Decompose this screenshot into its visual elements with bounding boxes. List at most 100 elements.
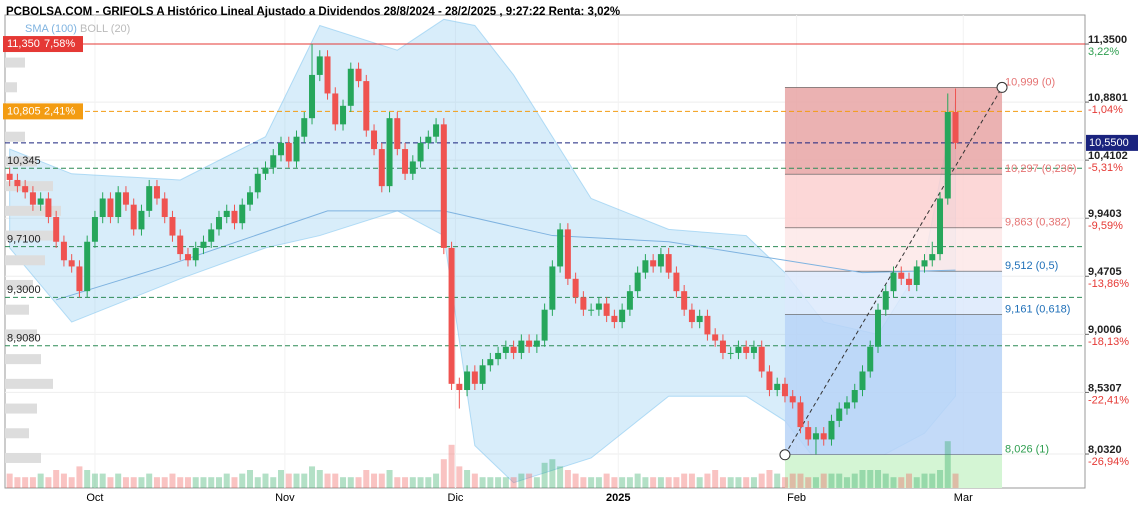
level-label: 10,345 [7, 155, 41, 167]
x-tick-label: 2025 [606, 492, 630, 504]
volume-profile-bar [5, 230, 57, 241]
volume-bar [774, 473, 781, 488]
candle-body [161, 198, 168, 218]
candle-body [192, 247, 199, 261]
candle-body [937, 198, 944, 255]
volume-bar [650, 477, 657, 488]
candle-body [898, 272, 905, 279]
candle-body [851, 390, 858, 403]
volume-bar [812, 477, 819, 488]
candle-body [262, 167, 269, 174]
volume-bar [324, 473, 331, 488]
x-tick-label: Oct [86, 492, 103, 504]
volume-bar [215, 477, 222, 488]
candle-body [797, 402, 804, 428]
fib-label: 9,863 (0,382) [1005, 217, 1070, 229]
volume-bar [68, 477, 75, 488]
volume-bar [246, 470, 253, 488]
candle-body [882, 291, 889, 310]
level-box [3, 36, 83, 53]
candle-body [53, 217, 60, 242]
volume-bar [882, 473, 889, 488]
fib-label: 9,512 (0,5) [1005, 260, 1058, 272]
candle-body [122, 192, 129, 205]
volume-bar [781, 477, 788, 488]
volume-bar [874, 470, 881, 488]
volume-bar [712, 470, 719, 488]
volume-bar [115, 473, 122, 488]
candle-body [169, 217, 176, 236]
candle-body [84, 241, 91, 292]
fib-zone [784, 174, 1003, 228]
legend-entry: BOLL (20) [80, 23, 130, 35]
candle-body [541, 309, 548, 341]
volume-bar [340, 477, 347, 488]
candle-body [805, 427, 812, 440]
candle-body [278, 142, 285, 156]
candle-body [479, 365, 486, 384]
y-tick-label: 8,0320 [1088, 444, 1122, 456]
candle-body [309, 74, 316, 119]
y-tick-pct: -1,04% [1088, 104, 1123, 116]
volume-profile-bar [5, 403, 37, 414]
candle-body [448, 247, 455, 384]
volume-profile-bar [5, 428, 29, 439]
y-tick-pct: -18,13% [1088, 336, 1129, 348]
volume-bar [510, 477, 517, 488]
volume-bar [518, 473, 525, 488]
candle-body [929, 254, 936, 261]
candle-body [657, 254, 664, 267]
candle-body [254, 173, 261, 193]
volume-bar [657, 477, 664, 488]
candle-body [324, 56, 331, 94]
volume-bar [727, 477, 734, 488]
volume-bar [867, 470, 874, 488]
volume-bar [456, 466, 463, 488]
y-tick-label: 9,0006 [1088, 324, 1122, 336]
candle-body [409, 161, 416, 174]
candle-body [371, 130, 378, 150]
legend-entry: SMA (100) [25, 23, 77, 35]
volume-bar [394, 477, 401, 488]
candle-body [340, 105, 347, 125]
volume-bar [285, 473, 292, 488]
volume-bar [789, 473, 796, 488]
candle-body [29, 192, 36, 205]
volume-bar [363, 470, 370, 488]
candle-body [766, 371, 773, 391]
volume-bar [45, 477, 52, 488]
candle-body [425, 136, 432, 143]
candle-body [681, 291, 688, 310]
candle-body [642, 260, 649, 273]
fib-anchor [996, 81, 1008, 93]
volume-bar [495, 477, 502, 488]
volume-bar [642, 477, 649, 488]
volume-profile-bar [5, 156, 37, 167]
volume-bar [60, 473, 67, 488]
volume-bar [526, 473, 533, 488]
candle-body [153, 186, 160, 199]
volume-bar [479, 477, 486, 488]
level-pct: 2,41% [44, 105, 75, 117]
volume-bar [301, 473, 308, 488]
candle-body [727, 352, 734, 354]
candle-body [580, 297, 587, 310]
candle-body [781, 383, 788, 397]
volume-bar [153, 477, 160, 488]
candle-body [184, 254, 191, 261]
candle-body [14, 179, 21, 187]
volume-bar [76, 466, 83, 488]
candle-body [239, 204, 246, 224]
level-label: 10,5500 [1089, 137, 1129, 149]
fib-volume-zone [784, 454, 1003, 488]
candle-body [138, 210, 145, 230]
volume-bar [843, 477, 850, 488]
volume-bar [309, 466, 316, 488]
level-label: 10,805 [7, 105, 41, 117]
candle-body [913, 266, 920, 285]
candle-body [37, 198, 44, 205]
candle-body [130, 204, 137, 230]
volume-bar [743, 477, 750, 488]
volume-profile-bar [5, 57, 25, 68]
candle-body [906, 278, 913, 285]
